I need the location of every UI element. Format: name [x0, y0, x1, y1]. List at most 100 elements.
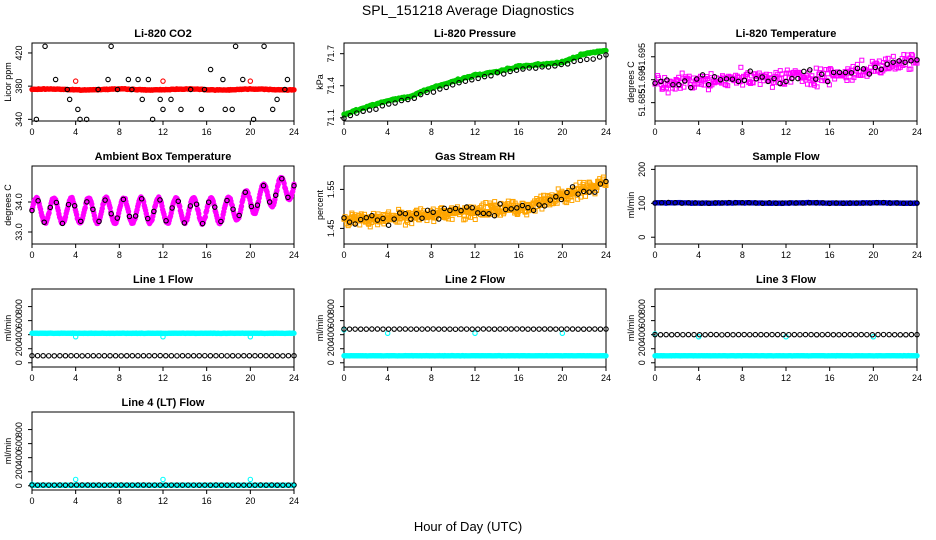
x-tick-label: 0	[29, 373, 34, 383]
data-point	[747, 68, 754, 74]
data-point	[430, 326, 436, 332]
x-tick-label: 20	[245, 373, 255, 383]
data-point	[777, 80, 783, 87]
data-point	[235, 353, 242, 359]
data-point	[547, 326, 554, 332]
y-tick-label: 400	[326, 327, 336, 342]
data-point	[532, 65, 539, 71]
y-tick-label: 800	[14, 422, 24, 437]
x-tick-label: 0	[29, 127, 34, 137]
figure-x-axis-label: Hour of Day (UTC)	[414, 519, 522, 534]
data-point	[398, 97, 405, 104]
x-tick-label: 12	[781, 250, 791, 260]
x-tick-label: 4	[73, 373, 78, 383]
data-point	[392, 100, 398, 106]
x-tick-label: 24	[601, 373, 611, 383]
data-point	[178, 106, 184, 113]
data-point	[818, 71, 825, 78]
data-point	[157, 96, 163, 103]
panel-title: Line 1 Flow	[133, 274, 193, 286]
data-point	[836, 331, 842, 338]
x-tick-label: 8	[117, 373, 122, 383]
data-point	[824, 78, 831, 85]
data-point	[347, 112, 354, 119]
data-point	[795, 75, 801, 82]
data-point	[240, 76, 246, 83]
data-point	[801, 68, 807, 75]
panel-title: Li-820 Temperature	[736, 28, 837, 40]
data-point	[149, 116, 156, 123]
data-point	[658, 78, 664, 85]
data-point	[696, 80, 702, 86]
y-tick-label: 0	[14, 360, 24, 365]
data-point	[854, 65, 861, 72]
data-point	[145, 76, 152, 83]
y-tick-label: 380	[14, 79, 24, 94]
data-point	[413, 326, 420, 332]
data-point	[747, 331, 753, 338]
panel-line4: Line 4 (LT) Flow ml/min 0 4 8 12 16 20 24 0 200400…	[3, 397, 299, 506]
x-tick-label: 4	[696, 250, 701, 260]
panel-frame	[31, 42, 295, 122]
data-point	[129, 86, 135, 93]
x-tick-label: 20	[868, 250, 878, 260]
x-tick-label: 8	[740, 373, 745, 383]
x-tick-label: 12	[158, 250, 168, 260]
data-point	[830, 69, 837, 76]
data-point	[749, 79, 755, 85]
x-tick-label: 16	[514, 373, 524, 383]
data-point	[847, 331, 853, 338]
data-point	[681, 84, 687, 90]
data-point	[95, 86, 101, 93]
y-tick-label: 0	[637, 235, 647, 240]
data-point	[818, 66, 824, 72]
data-point	[520, 66, 526, 72]
panel-rh: Gas Stream RH percent 0 4 8 12 16 20 24 1.45 1.55	[315, 151, 611, 260]
data-point	[501, 71, 507, 77]
series-pressure-raw	[341, 52, 609, 122]
data-point	[405, 96, 411, 103]
data-point	[706, 82, 712, 88]
data-point	[354, 110, 360, 116]
data-point	[64, 86, 71, 93]
panel-frame	[343, 42, 607, 122]
data-point	[352, 326, 358, 332]
data-point	[680, 331, 686, 338]
data-point	[475, 75, 481, 82]
data-point	[842, 69, 849, 76]
data-point	[753, 75, 759, 82]
x-tick-label: 4	[696, 373, 701, 383]
x-tick-label: 0	[341, 250, 346, 260]
data-point	[207, 353, 214, 359]
data-point	[411, 95, 418, 102]
data-point	[885, 55, 891, 61]
y-tick-label: 420	[14, 45, 24, 60]
data-point	[139, 96, 146, 103]
data-point	[443, 84, 449, 91]
data-point	[341, 115, 347, 122]
data-point	[580, 326, 587, 332]
data-point	[852, 331, 859, 338]
data-point	[374, 326, 381, 332]
x-tick-label: 0	[29, 496, 34, 506]
x-tick-label: 24	[289, 496, 299, 506]
data-point	[668, 331, 675, 338]
panel-title: Li-820 CO2	[134, 28, 191, 40]
data-point	[914, 60, 920, 66]
panel-line3: Line 3 Flow ml/min 0 4 8 12 16 20 24 0 20040060080…	[626, 274, 922, 383]
x-tick-label: 20	[557, 250, 567, 260]
data-point	[880, 331, 887, 338]
data-point	[220, 76, 226, 83]
data-point	[802, 331, 809, 338]
data-point	[146, 352, 152, 359]
data-point	[83, 116, 90, 123]
data-point	[261, 43, 267, 50]
data-point	[513, 67, 520, 73]
data-point	[168, 96, 174, 103]
data-point	[174, 353, 180, 359]
data-point	[419, 326, 425, 332]
x-tick-label: 0	[652, 250, 657, 260]
data-point	[114, 86, 121, 93]
data-point	[769, 331, 775, 338]
